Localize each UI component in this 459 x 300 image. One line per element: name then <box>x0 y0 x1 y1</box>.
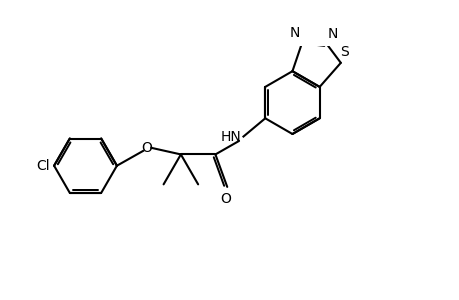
Text: S: S <box>340 45 348 59</box>
Text: N: N <box>327 26 337 40</box>
Text: Cl: Cl <box>37 159 50 173</box>
Text: N: N <box>289 26 300 40</box>
Text: HN: HN <box>220 130 241 144</box>
Text: O: O <box>141 141 152 155</box>
Text: O: O <box>219 192 230 206</box>
